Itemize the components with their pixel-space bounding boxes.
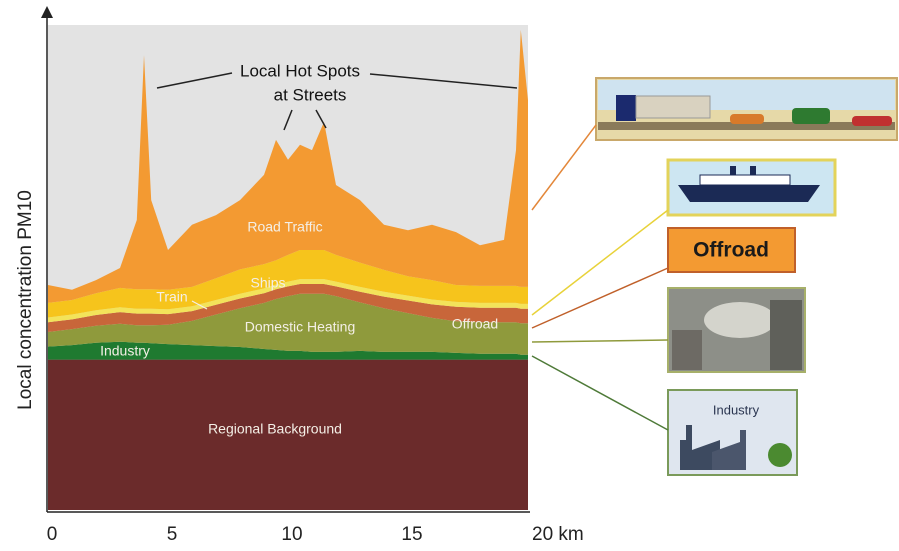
offroad-box: Offroad [667, 227, 796, 273]
area [48, 359, 528, 510]
x-tick-label: 0 [47, 524, 58, 545]
area [48, 279, 528, 323]
x-tick-label: 10 [281, 524, 302, 545]
offroad-box-text: Offroad [693, 239, 769, 262]
source-pictures: Offroad Industry [531, 77, 898, 476]
pointer [315, 109, 327, 129]
traffic-picture [595, 77, 898, 141]
annotation: Local Hot Spots at Streets [156, 61, 518, 131]
area [48, 250, 528, 318]
industry-picture: Industry [667, 389, 798, 476]
series-label: Industry [100, 343, 150, 359]
series-label: Ships [250, 275, 285, 291]
ship-picture [666, 158, 837, 217]
heating-picture [667, 287, 806, 373]
series-label: Road Traffic [247, 219, 322, 235]
pointer [156, 72, 233, 89]
annotation-text: at Streets [274, 85, 347, 104]
series-label: Regional Background [208, 421, 342, 437]
area [48, 29, 528, 303]
x-tick-label: 20 km [532, 524, 584, 545]
area [48, 341, 528, 360]
x-tick-label: 15 [401, 524, 422, 545]
annotation-text: Local Hot Spots [240, 61, 360, 80]
industry-picture-text: Industry [713, 402, 760, 417]
series-label: Train [156, 289, 187, 305]
connector [531, 209, 669, 316]
pointer [369, 73, 518, 89]
y-axis-label: Local concentration PM10 [15, 190, 36, 410]
pointer [191, 300, 208, 310]
area [48, 293, 528, 355]
connector [531, 339, 669, 343]
connector [531, 267, 669, 329]
series-label: Domestic Heating [245, 319, 356, 335]
pointer [283, 109, 293, 131]
area [48, 284, 528, 332]
x-tick-label: 5 [167, 524, 178, 545]
connector [531, 355, 669, 431]
series-label: Offroad [452, 316, 498, 332]
connector [531, 124, 597, 211]
plot-area [48, 25, 528, 510]
